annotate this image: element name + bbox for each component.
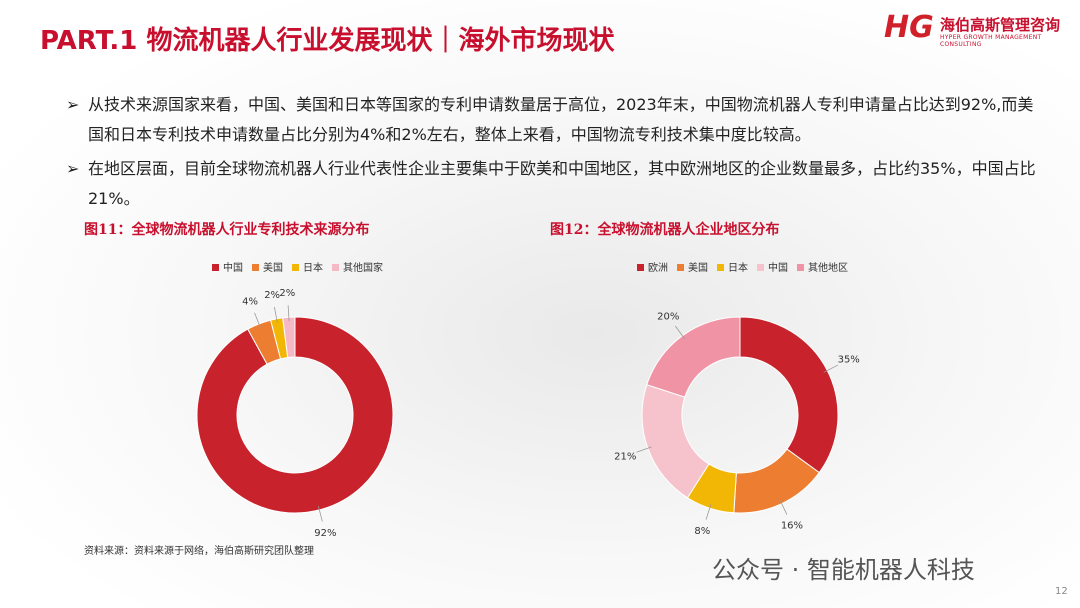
leader-line [317,505,323,522]
legend-label: 美国 [263,261,283,274]
data-label: 2% [279,288,295,299]
source-note: 资料来源：资料来源于网络，海伯高斯研究团队整理 [84,546,314,557]
legend-label: 其他地区 [808,261,848,274]
data-label: 35% [838,355,860,366]
legend-label: 欧洲 [648,262,668,274]
legend-label: 其他国家 [343,261,383,274]
logo-mark: HG [884,10,934,45]
bullet: 从技术来源国家来看，中国、美国和日本等国家的专利申请数量居于高位，2023年末，… [66,90,1048,150]
donut-segment [196,316,394,514]
legend-swatch [252,264,259,271]
leader-line [636,446,652,453]
logo-name: 海伯高斯管理咨询 [940,16,1061,34]
data-label: 4% [242,297,258,308]
watermark: 公众号 · 智能机器人科技 [712,556,975,584]
data-label: 8% [694,526,710,537]
legend-swatch [292,264,299,271]
leader-line [705,504,712,520]
legend-swatch [332,264,339,271]
legend-swatch [797,264,804,271]
legend-swatch [637,264,644,271]
legend-label: 中国 [768,261,788,274]
bullet: 在地区层面，目前全球物流机器人行业代表性企业主要集中于欧美和中国地区，其中欧洲地… [66,154,1048,214]
logo-sub: HYPER GROWTH MANAGEMENT CONSULTING [940,34,1042,48]
donut-segment [739,316,839,474]
legend-label: 日本 [728,261,748,274]
legend-label: 美国 [688,261,708,274]
legend-swatch [717,264,724,271]
chart-title: 图11：全球物流机器人行业专利技术来源分布 [84,221,369,238]
leader-line [823,364,839,373]
legend-swatch [757,264,764,271]
legend-swatch [677,264,684,271]
data-label: 92% [314,528,336,539]
legend-label: 日本 [303,261,323,274]
legend-label: 中国 [223,261,243,274]
donut-segment [282,316,296,359]
data-label: 2% [264,290,280,301]
donut-segment [646,316,741,398]
leader-line [675,325,686,340]
legend-swatch [212,264,219,271]
leader-line [779,499,788,515]
data-label: 16% [781,520,803,531]
data-label: 21% [614,451,636,462]
chart-title: 图12：全球物流机器人企业地区分布 [550,221,779,238]
leader-line [287,305,290,322]
slide-title: PART.1 物流机器人行业发展现状｜海外市场现状 [40,26,615,56]
leader-line [273,306,278,323]
leader-line [254,312,261,328]
page-number: 12 [1055,586,1068,597]
data-label: 20% [657,311,679,322]
